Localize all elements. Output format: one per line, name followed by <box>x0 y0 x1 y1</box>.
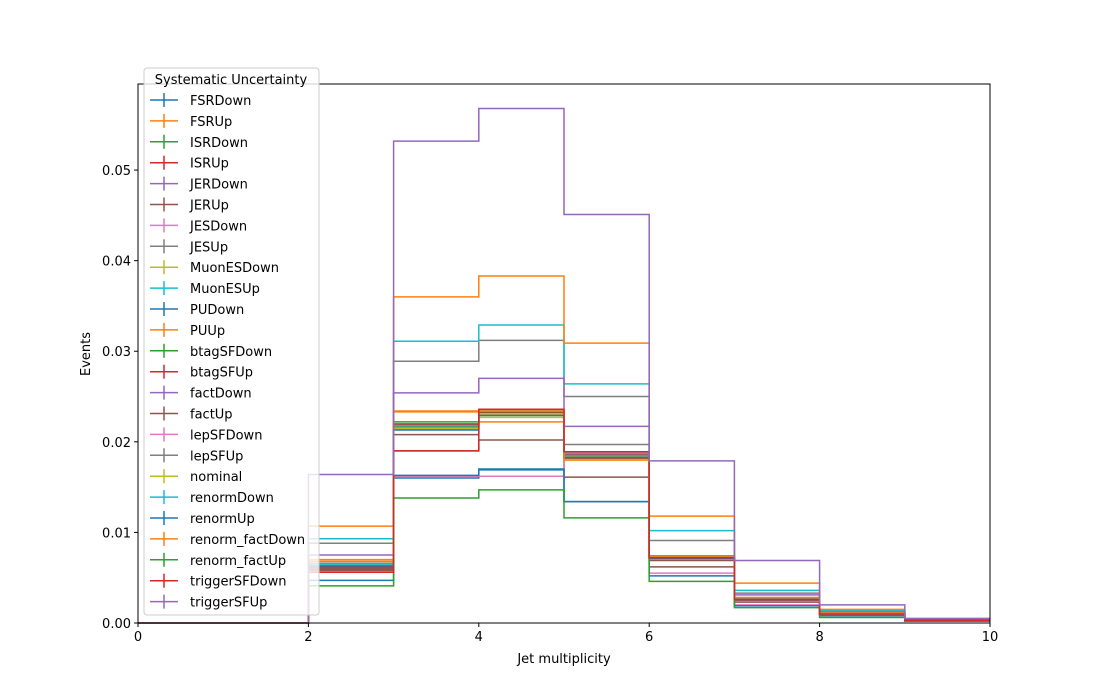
legend-item-jesdown: JESDown <box>150 218 247 234</box>
x-tick-label: 0 <box>134 630 142 645</box>
legend-item-pudown: PUDown <box>150 302 244 318</box>
legend-item-factup: factUp <box>150 406 233 423</box>
x-axis: 0 2 4 6 8 10 <box>134 623 998 645</box>
legend-item-lepsfdown: lepSFDown <box>150 427 262 443</box>
x-tick-label: 6 <box>645 630 653 645</box>
legend-label: factUp <box>190 408 233 423</box>
legend-item-fsrdown: FSRDown <box>150 93 251 109</box>
legend-item-isrdown: ISRDown <box>150 134 248 151</box>
legend-label: PUUp <box>190 324 225 339</box>
legend-box <box>143 67 320 616</box>
legend-item-jesup: JESUp <box>150 239 228 255</box>
legend-label: PUDown <box>190 303 244 318</box>
y-axis: 0.00 0.01 0.02 0.03 0.04 0.05 <box>102 164 138 632</box>
legend-label: JERUp <box>189 199 229 214</box>
legend-label: MuonESUp <box>190 282 260 297</box>
legend-label: btagSFUp <box>190 366 253 381</box>
legend-item-triggersfup: triggerSFUp <box>150 594 267 611</box>
y-tick-label: 0.00 <box>102 617 131 632</box>
legend-label: triggerSFDown <box>190 575 286 590</box>
legend-label: renorm_factUp <box>190 554 286 569</box>
legend-title: Systematic Uncertainty <box>155 73 308 88</box>
legend-item-jerup: JERUp <box>150 197 229 214</box>
legend-label: lepSFUp <box>190 449 243 464</box>
legend-item-muonesdown: MuonESDown <box>150 260 279 276</box>
legend-label: FSRDown <box>190 94 251 109</box>
legend-label: triggerSFUp <box>190 596 267 611</box>
legend-item-renormup: renormUp <box>150 511 255 527</box>
x-tick-label: 10 <box>982 630 999 645</box>
legend: Systematic Uncertainty FSRDown FSRUp ISRDo… <box>143 67 320 616</box>
legend-item-btagsfup: btagSFUp <box>150 364 253 381</box>
legend-item-factdown: factDown <box>150 385 252 402</box>
legend-label: lepSFDown <box>190 428 262 443</box>
legend-item-puup: PUUp <box>150 322 225 339</box>
legend-items: FSRDown FSRUp ISRDown ISRUp JERDown JERUp JESD… <box>150 93 305 611</box>
legend-label: ISRUp <box>190 157 229 172</box>
y-tick-label: 0.04 <box>102 255 131 270</box>
legend-label: ISRDown <box>190 136 248 151</box>
y-tick-label: 0.01 <box>102 526 131 541</box>
plot-frame <box>137 83 991 624</box>
legend-item-jerdown: JERDown <box>150 176 248 193</box>
legend-label: MuonESDown <box>190 261 279 276</box>
x-tick-label: 2 <box>304 630 312 645</box>
legend-label: JERDown <box>189 178 248 193</box>
legend-item-btagsfdown: btagSFDown <box>150 343 272 360</box>
legend-label: renormUp <box>190 512 255 527</box>
legend-item-renormdown: renormDown <box>150 490 274 506</box>
y-tick-label: 0.05 <box>102 164 131 179</box>
legend-item-nominal: nominal <box>150 469 242 485</box>
y-tick-label: 0.02 <box>102 436 131 451</box>
legend-item-fsrup: FSRUp <box>150 113 232 130</box>
legend-label: renormDown <box>190 491 274 506</box>
y-axis-label: Events <box>79 332 94 376</box>
legend-item-renorm-factdown: renorm_factDown <box>150 531 305 548</box>
legend-item-lepsfup: lepSFUp <box>150 448 243 464</box>
legend-label: nominal <box>190 470 242 485</box>
legend-label: FSRUp <box>190 115 232 130</box>
legend-item-triggersfdown: triggerSFDown <box>150 573 286 590</box>
legend-item-muonesup: MuonESUp <box>150 281 260 297</box>
x-tick-label: 4 <box>475 630 483 645</box>
legend-label: renorm_factDown <box>190 533 305 548</box>
legend-label: JESDown <box>189 219 247 234</box>
legend-label: btagSFDown <box>190 345 272 360</box>
legend-label: factDown <box>190 387 252 402</box>
x-tick-label: 8 <box>815 630 823 645</box>
y-tick-label: 0.03 <box>102 345 131 360</box>
legend-item-renorm-factup: renorm_factUp <box>150 552 286 569</box>
legend-item-isrup: ISRUp <box>150 155 229 172</box>
legend-label: JESUp <box>189 240 228 255</box>
x-axis-label: Jet multiplicity <box>516 652 611 667</box>
